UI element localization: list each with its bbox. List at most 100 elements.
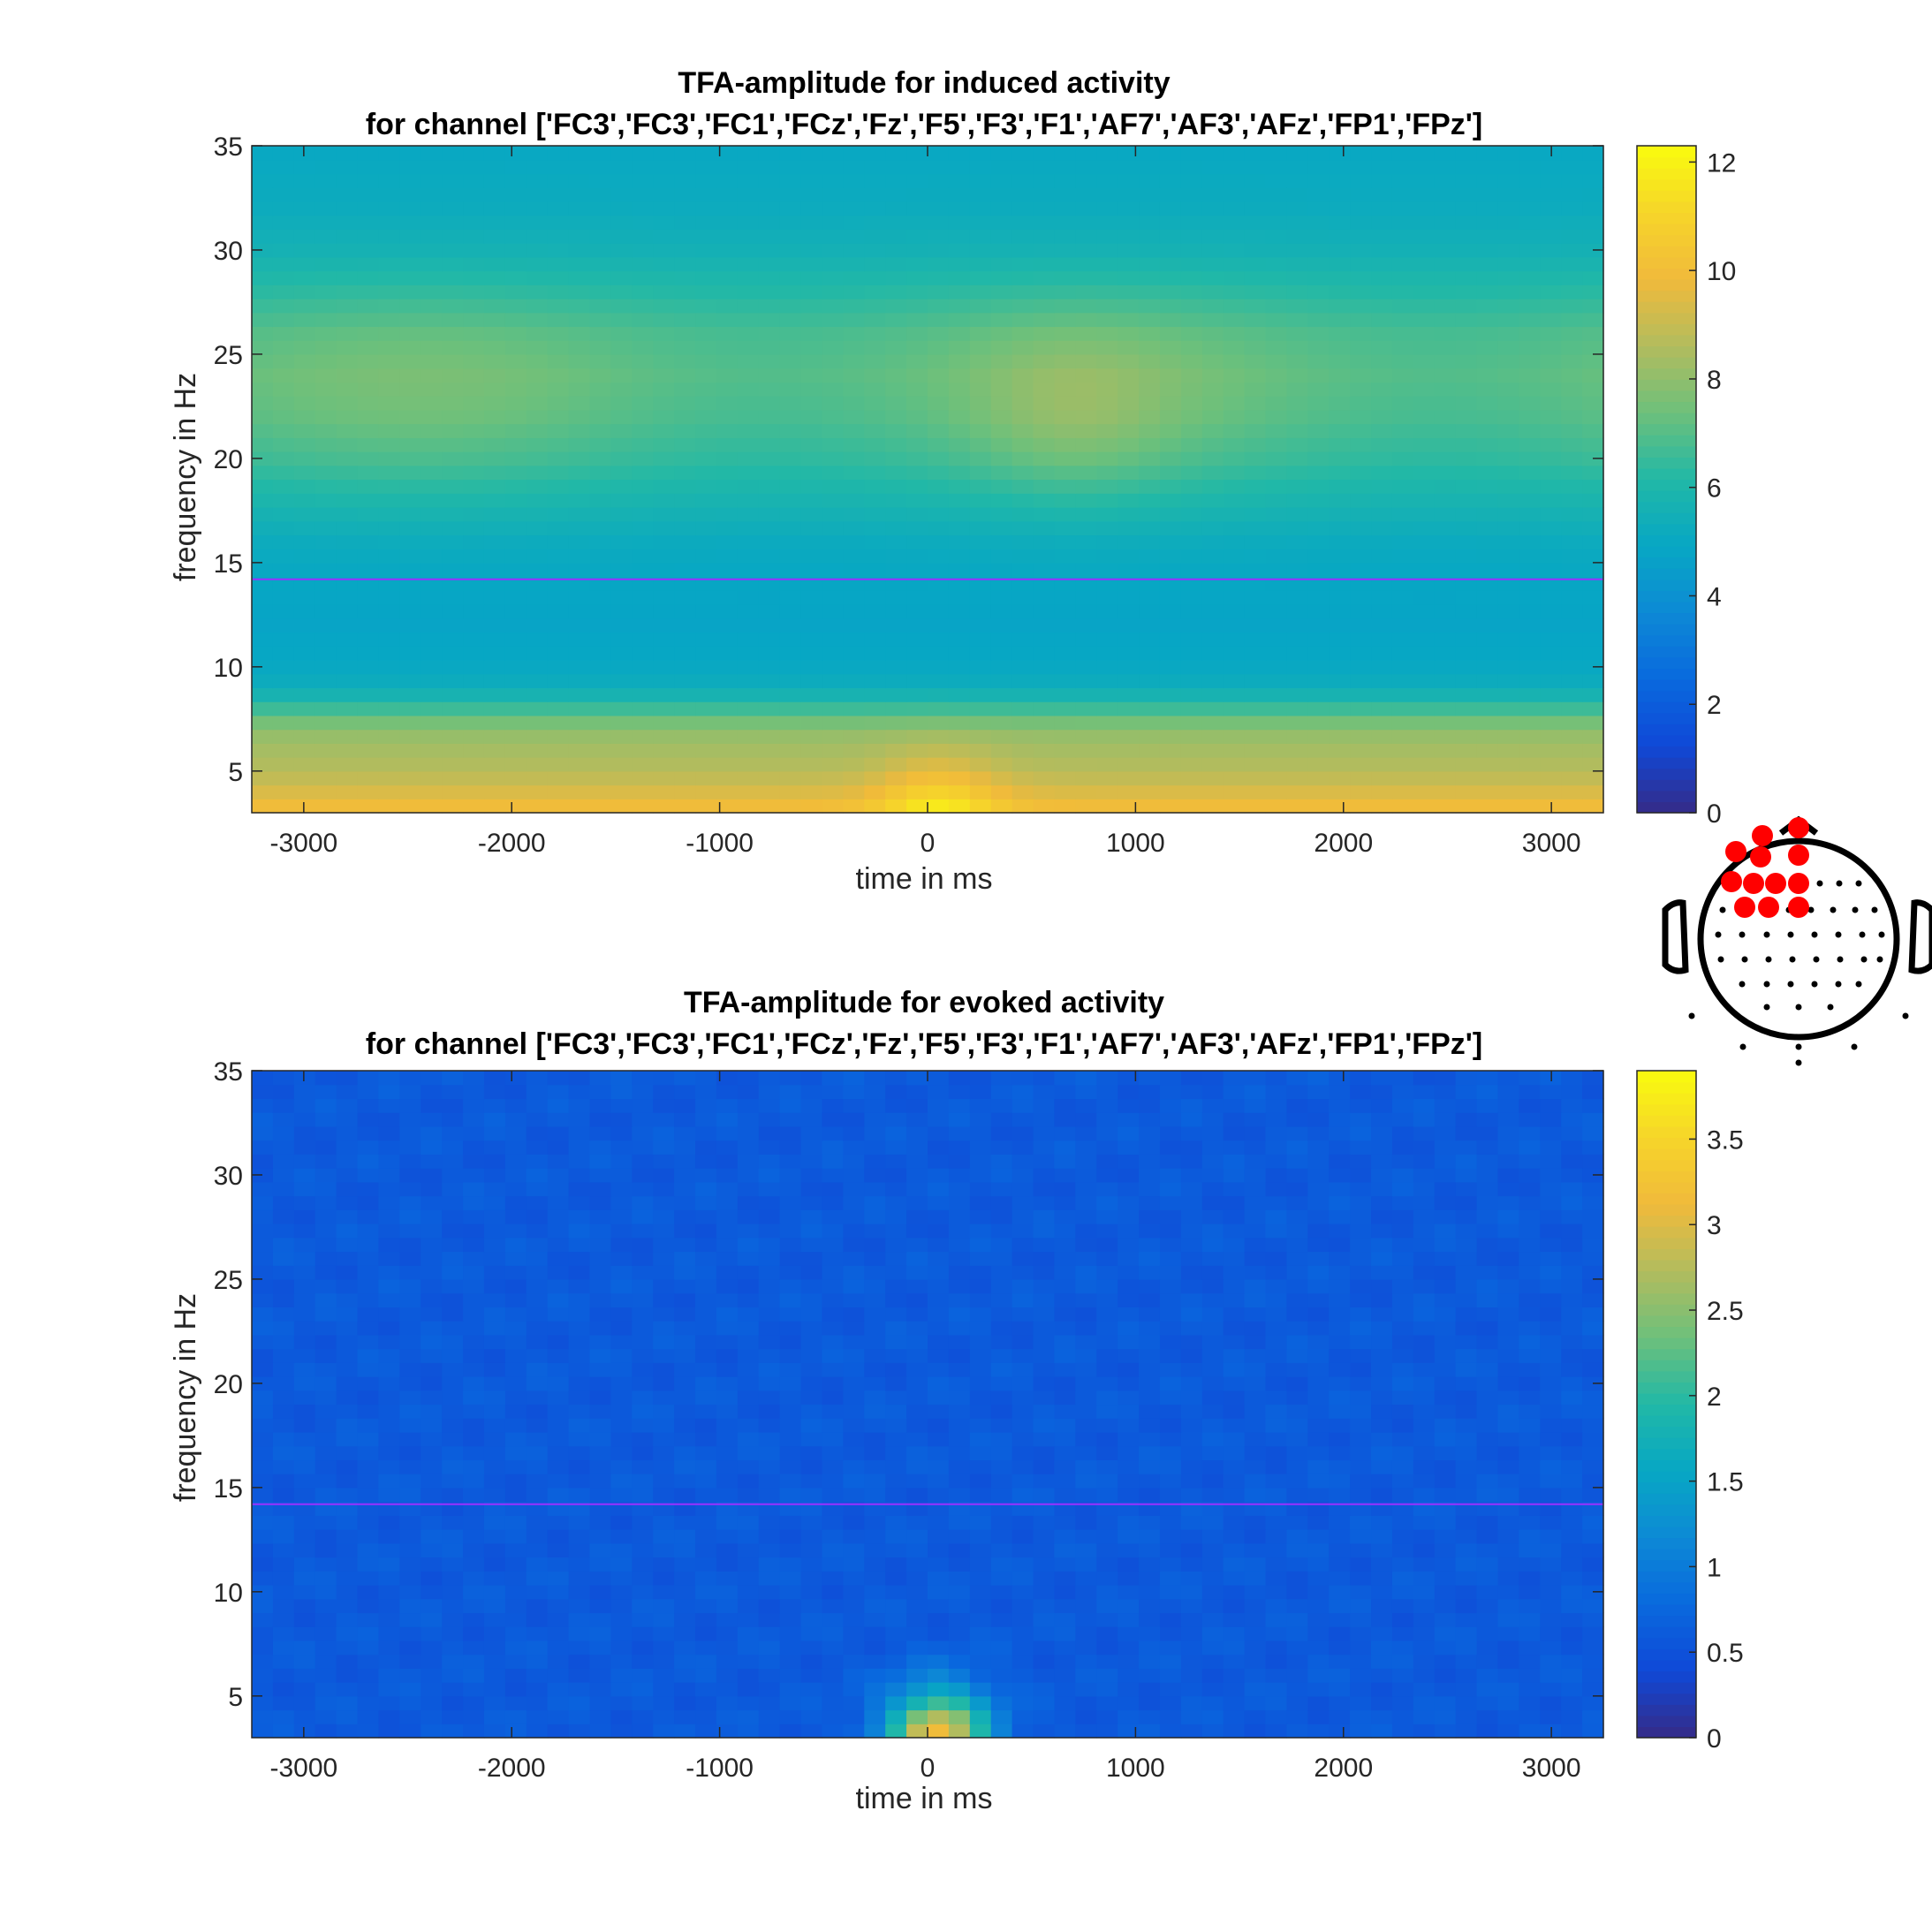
heatmap-cell	[906, 646, 928, 661]
heatmap-cell	[1455, 1654, 1478, 1669]
heatmap-cell	[1286, 673, 1308, 689]
heatmap-cell	[653, 229, 675, 244]
heatmap-cell	[1265, 396, 1288, 411]
heatmap-cell	[1519, 604, 1541, 619]
heatmap-cell	[695, 1418, 717, 1433]
heatmap-cell	[1413, 465, 1436, 481]
heatmap-cell	[1434, 659, 1457, 675]
heatmap-cell	[1286, 1557, 1308, 1572]
heatmap-cell	[1011, 534, 1034, 549]
heatmap-cell	[906, 493, 928, 508]
heatmap-cell	[737, 1626, 760, 1641]
heatmap-cell	[1180, 1529, 1203, 1544]
heatmap-cell	[442, 687, 464, 702]
heatmap-cell	[1455, 1557, 1478, 1572]
heatmap-cell	[843, 1376, 865, 1391]
heatmap-cell	[885, 353, 907, 369]
heatmap-cell	[526, 715, 549, 731]
heatmap-cell	[969, 437, 992, 452]
heatmap-cell	[547, 493, 570, 508]
heatmap-cell	[1582, 1709, 1604, 1724]
heatmap-cell	[779, 437, 802, 452]
heatmap-cell	[674, 243, 696, 258]
heatmap-cell	[1096, 187, 1118, 202]
heatmap-cell	[568, 396, 591, 411]
heatmap-cell	[948, 312, 971, 328]
heatmap-cell	[442, 743, 464, 758]
heatmap-cell	[632, 1431, 654, 1447]
heatmap-cell	[399, 549, 421, 564]
heatmap-cell	[906, 799, 928, 814]
heatmap-cell	[632, 326, 654, 341]
heatmap-cell	[1371, 256, 1393, 272]
heatmap-cell	[716, 1612, 739, 1627]
heatmap-cell	[547, 353, 570, 369]
heatmap-cell	[1159, 701, 1182, 716]
heatmap-cell	[1118, 270, 1140, 285]
heatmap-cell	[547, 549, 570, 564]
heatmap-cell	[737, 1487, 760, 1503]
colorbar-segment	[1637, 467, 1696, 481]
heatmap-cell	[1391, 1724, 1414, 1739]
heatmap-cell	[1118, 465, 1140, 481]
heatmap-cell	[737, 146, 760, 161]
heatmap-cell	[252, 1474, 274, 1489]
heatmap-cell	[843, 187, 865, 202]
heatmap-cell	[1075, 465, 1097, 481]
heatmap-cell	[1118, 1654, 1140, 1669]
heatmap-cell	[610, 590, 633, 605]
heatmap-cell	[526, 270, 549, 285]
heatmap-cell	[483, 562, 506, 578]
heatmap-cell	[1118, 1612, 1140, 1627]
heatmap-cell	[547, 562, 570, 578]
heatmap-cell	[1201, 299, 1224, 314]
heatmap-cell	[293, 1598, 316, 1614]
heatmap-cell	[1561, 562, 1583, 578]
heatmap-cell	[674, 326, 696, 341]
heatmap-cell	[737, 729, 760, 744]
heatmap-cell	[1476, 270, 1499, 285]
heatmap-cell	[314, 1584, 337, 1600]
heatmap-cell	[779, 465, 802, 481]
heatmap-cell	[568, 1626, 591, 1641]
heatmap-cell	[653, 340, 675, 355]
heatmap-cell	[336, 673, 359, 689]
heatmap-cell	[1350, 1682, 1372, 1697]
heatmap-cell	[990, 1515, 1013, 1530]
heatmap-cell	[632, 1348, 654, 1363]
heatmap-cell	[928, 1668, 950, 1683]
heatmap-cell	[969, 1695, 992, 1711]
heatmap-cell	[885, 465, 907, 481]
heatmap-cell	[864, 632, 886, 647]
heatmap-cell	[1096, 506, 1118, 522]
heatmap-cell	[293, 1362, 316, 1377]
heatmap-cell	[653, 1709, 675, 1724]
heatmap-cell	[568, 1445, 591, 1461]
y-tick-label: 5	[228, 758, 243, 787]
heatmap-cell	[357, 479, 380, 494]
heatmap-cell	[463, 520, 485, 536]
heatmap-cell	[674, 770, 696, 786]
heatmap-cell	[1180, 1445, 1203, 1461]
heatmap-cell	[1391, 1626, 1414, 1641]
heatmap-cell	[1371, 1487, 1393, 1503]
heatmap-cell	[779, 549, 802, 564]
heatmap-cell	[610, 451, 633, 466]
heatmap-cell	[1329, 367, 1351, 383]
heatmap-cell	[737, 617, 760, 633]
heatmap-cell	[568, 1654, 591, 1669]
heatmap-cell	[1201, 1654, 1224, 1669]
heatmap-cell	[1540, 229, 1562, 244]
heatmap-cell	[906, 465, 928, 481]
heatmap-cell	[885, 256, 907, 272]
heatmap-cell	[737, 423, 760, 438]
heatmap-cell	[357, 1348, 380, 1363]
heatmap-cell	[1391, 520, 1414, 536]
heatmap-cell	[737, 799, 760, 814]
heatmap-cell	[779, 1431, 802, 1447]
heatmap-cell	[1371, 1584, 1393, 1600]
heatmap-cell	[1033, 256, 1056, 272]
heatmap-cell	[737, 451, 760, 466]
heatmap-cell	[632, 1515, 654, 1530]
heatmap-cell	[716, 520, 739, 536]
